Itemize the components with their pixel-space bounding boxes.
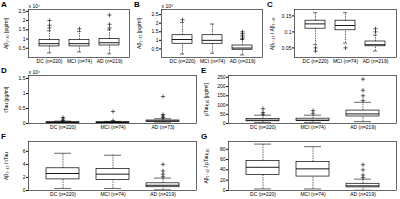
svg-text:AD (n=219): AD (n=219) bbox=[350, 124, 376, 130]
svg-text:50: 50 bbox=[220, 111, 226, 117]
svg-text:x 10⁴: x 10⁴ bbox=[29, 3, 41, 9]
svg-text:1.5: 1.5 bbox=[19, 75, 26, 81]
svg-text:DC (n=220): DC (n=220) bbox=[170, 58, 196, 64]
html-text:B: B bbox=[134, 0, 140, 9]
svg-text:250: 250 bbox=[217, 74, 226, 80]
svg-text:6: 6 bbox=[23, 148, 26, 154]
svg-text:AD (n=219): AD (n=219) bbox=[97, 58, 123, 64]
svg-text:Aβ₁₋₄₂ / pTau₁₈₁: Aβ₁₋₄₂ / pTau₁₈₁ bbox=[203, 148, 209, 183]
html-text:E: E bbox=[201, 66, 207, 75]
svg-text:MCI (n=74): MCI (n=74) bbox=[300, 124, 325, 130]
svg-text:x 10³: x 10³ bbox=[162, 3, 173, 9]
svg-text:2: 2 bbox=[23, 174, 26, 180]
svg-text:Aβ₁₋₄₂ / Aβ₁₋₄₀: Aβ₁₋₄₂ / Aβ₁₋₄₀ bbox=[269, 17, 275, 50]
svg-text:Aβ₁₋₄₂ [pg/ml]: Aβ₁₋₄₂ [pg/ml] bbox=[136, 17, 142, 49]
svg-text:0: 0 bbox=[223, 187, 226, 193]
svg-text:DC (n=220): DC (n=220) bbox=[50, 191, 76, 197]
svg-text:2: 2 bbox=[156, 20, 159, 26]
svg-text:MCI (n=74): MCI (n=74) bbox=[300, 191, 325, 197]
html-text:C: C bbox=[267, 0, 273, 9]
svg-text:1: 1 bbox=[23, 36, 26, 42]
svg-text:0.5: 0.5 bbox=[19, 105, 26, 111]
svg-text:AD (n=219): AD (n=219) bbox=[150, 191, 176, 197]
svg-text:0.5: 0.5 bbox=[152, 46, 159, 52]
svg-text:2: 2 bbox=[23, 17, 26, 23]
svg-text:MCI (n=74): MCI (n=74) bbox=[200, 58, 225, 64]
svg-text:x 10⁴: x 10⁴ bbox=[29, 69, 41, 75]
svg-text:pTau₁₈₁ [pg/ml]: pTau₁₈₁ [pg/ml] bbox=[203, 83, 209, 116]
svg-text:0.1: 0.1 bbox=[285, 29, 292, 35]
svg-text:AD (n=73): AD (n=73) bbox=[152, 124, 175, 130]
svg-text:2.5: 2.5 bbox=[152, 11, 159, 17]
svg-text:tTau [pg/ml]: tTau [pg/ml] bbox=[3, 86, 9, 112]
svg-text:DC (n=220): DC (n=220) bbox=[303, 58, 329, 64]
svg-text:0.15: 0.15 bbox=[282, 13, 292, 19]
svg-text:DC (n=220): DC (n=220) bbox=[250, 191, 276, 197]
svg-text:4: 4 bbox=[23, 161, 26, 167]
svg-text:60: 60 bbox=[220, 156, 226, 162]
svg-text:Aβ₁₋₄₀ [pg/ml]: Aβ₁₋₄₀ [pg/ml] bbox=[3, 17, 9, 49]
svg-text:0: 0 bbox=[23, 120, 26, 126]
html-text:A: A bbox=[1, 0, 7, 9]
svg-text:DC (n=220): DC (n=220) bbox=[37, 58, 63, 64]
svg-text:Aβ₁₋₄₂ / tTau: Aβ₁₋₄₂ / tTau bbox=[3, 152, 9, 180]
svg-text:150: 150 bbox=[217, 92, 226, 98]
svg-text:1: 1 bbox=[156, 37, 159, 43]
svg-text:AD (n=219): AD (n=219) bbox=[363, 58, 389, 64]
svg-text:100: 100 bbox=[217, 102, 226, 108]
svg-text:AD (n=219): AD (n=219) bbox=[350, 191, 376, 197]
svg-text:80: 80 bbox=[220, 146, 226, 152]
svg-text:0.05: 0.05 bbox=[282, 45, 292, 51]
svg-text:DC (n=220): DC (n=220) bbox=[50, 124, 76, 130]
svg-text:40: 40 bbox=[220, 166, 226, 172]
html-text:G: G bbox=[201, 132, 208, 141]
svg-text:MCI (n=74): MCI (n=74) bbox=[100, 191, 125, 197]
svg-text:1.5: 1.5 bbox=[19, 26, 26, 32]
svg-text:0: 0 bbox=[223, 120, 226, 126]
html-text:D: D bbox=[1, 66, 7, 75]
svg-text:MCI (n=74): MCI (n=74) bbox=[333, 58, 358, 64]
svg-text:0: 0 bbox=[23, 187, 26, 193]
svg-text:AD (n=219): AD (n=219) bbox=[230, 58, 256, 64]
svg-text:200: 200 bbox=[217, 83, 226, 89]
svg-text:2.5: 2.5 bbox=[19, 8, 26, 14]
svg-text:20: 20 bbox=[220, 177, 226, 183]
svg-text:1: 1 bbox=[23, 90, 26, 96]
svg-text:DC (n=220): DC (n=220) bbox=[250, 124, 276, 130]
svg-text:0.5: 0.5 bbox=[19, 45, 26, 51]
html-text:F: F bbox=[1, 132, 6, 141]
svg-text:1.5: 1.5 bbox=[152, 28, 159, 34]
svg-text:MCI (n=74): MCI (n=74) bbox=[67, 58, 92, 64]
svg-text:MCI (n=74): MCI (n=74) bbox=[100, 124, 125, 130]
